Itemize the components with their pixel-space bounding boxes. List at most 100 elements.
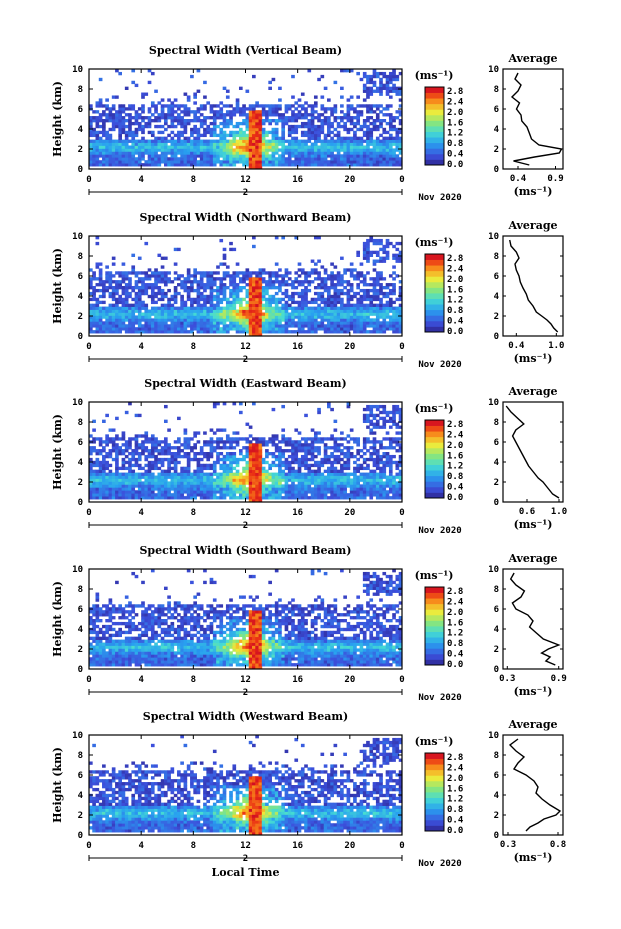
heatmap-cell bbox=[291, 127, 295, 132]
heatmap-cell bbox=[242, 454, 246, 459]
heatmap-cell bbox=[287, 493, 292, 497]
heatmap-cell bbox=[115, 154, 119, 158]
heatmap-cell bbox=[160, 136, 165, 140]
heatmap-cell bbox=[170, 136, 175, 140]
heatmap-cell bbox=[359, 271, 364, 275]
heatmap-cell bbox=[108, 315, 113, 319]
heatmap-cell bbox=[219, 440, 224, 444]
heatmap-cell bbox=[173, 309, 178, 313]
heatmap-cell bbox=[216, 306, 220, 310]
heatmap-cell bbox=[284, 283, 289, 287]
heatmap-cell bbox=[134, 472, 139, 476]
heatmap-cell bbox=[310, 472, 315, 476]
heatmap-cell bbox=[271, 154, 276, 158]
heatmap-cell bbox=[382, 83, 387, 88]
heatmap-cell bbox=[170, 452, 175, 456]
heatmap-cell bbox=[190, 300, 194, 305]
heatmap-cell bbox=[147, 148, 152, 152]
heatmap-cell bbox=[372, 139, 377, 143]
heatmap-cell bbox=[320, 440, 325, 444]
heatmap-cell bbox=[95, 487, 100, 491]
heatmap-cell bbox=[216, 330, 220, 334]
heatmap-cell bbox=[274, 490, 279, 494]
heatmap-cell bbox=[320, 130, 325, 135]
heatmap-cell bbox=[222, 469, 227, 473]
heatmap-cell bbox=[190, 481, 194, 485]
heatmap-cell bbox=[115, 121, 119, 126]
y-axis-label: Height (km) bbox=[51, 414, 64, 490]
heatmap-cell bbox=[245, 136, 250, 140]
heatmap-cell bbox=[271, 487, 276, 491]
heatmap-cell bbox=[268, 478, 272, 482]
heatmap-cell bbox=[193, 484, 197, 488]
heatmap-cell bbox=[255, 274, 259, 278]
heatmap-cell bbox=[111, 327, 116, 331]
heatmap-cell bbox=[291, 110, 295, 114]
heatmap-cell bbox=[173, 288, 178, 293]
heatmap-cell bbox=[274, 306, 279, 310]
heatmap-cell bbox=[317, 139, 321, 143]
heatmap-cell bbox=[382, 136, 387, 140]
heatmap-cell bbox=[362, 283, 367, 287]
heatmap-cell bbox=[258, 283, 263, 287]
heatmap-cell bbox=[340, 318, 344, 322]
heatmap-cell bbox=[245, 163, 250, 167]
heatmap-cell bbox=[225, 434, 230, 438]
heatmap-cell bbox=[287, 487, 292, 491]
heatmap-cell bbox=[124, 324, 129, 328]
heatmap-cell bbox=[268, 463, 272, 468]
heatmap-cell bbox=[323, 303, 328, 307]
heatmap-cell bbox=[294, 428, 299, 432]
heatmap-cell bbox=[144, 487, 149, 491]
heatmap-cell bbox=[173, 469, 178, 473]
heatmap-cell bbox=[278, 478, 282, 482]
heatmap-cell bbox=[261, 487, 266, 491]
heatmap-cell bbox=[180, 306, 184, 310]
heatmap-cell bbox=[95, 452, 100, 456]
heatmap-cell bbox=[193, 277, 197, 281]
heatmap-cell bbox=[369, 86, 374, 90]
heatmap-cell bbox=[134, 300, 139, 305]
heatmap-cell bbox=[154, 487, 158, 491]
heatmap-cell bbox=[115, 306, 119, 310]
heatmap-cell bbox=[219, 484, 224, 488]
heatmap-cell bbox=[137, 286, 142, 290]
heatmap-cell bbox=[141, 443, 145, 447]
heatmap-cell bbox=[150, 133, 155, 138]
heatmap-cell bbox=[98, 306, 103, 310]
heatmap-cell bbox=[372, 268, 377, 272]
heatmap-cell bbox=[238, 481, 243, 485]
heatmap-cell bbox=[382, 145, 387, 149]
heatmap-cell bbox=[105, 142, 109, 146]
heatmap-cell bbox=[193, 443, 197, 447]
avg-y-tick-label: 4 bbox=[494, 292, 500, 302]
heatmap-cell bbox=[333, 324, 338, 328]
heatmap-cell bbox=[183, 148, 188, 152]
heatmap-cell bbox=[235, 472, 240, 476]
heatmap-cell bbox=[144, 315, 149, 319]
heatmap-cell bbox=[199, 493, 204, 497]
heatmap-cell bbox=[265, 330, 269, 334]
heatmap-cell bbox=[95, 484, 100, 488]
heatmap-cell bbox=[167, 309, 171, 313]
heatmap-cell bbox=[284, 157, 289, 161]
heatmap-cell bbox=[313, 271, 318, 275]
heatmap-cell bbox=[330, 330, 334, 334]
heatmap-cell bbox=[157, 154, 162, 158]
heatmap-cell bbox=[199, 139, 204, 143]
heatmap-cell bbox=[183, 145, 188, 149]
heatmap-cell bbox=[291, 440, 295, 444]
heatmap-cell bbox=[274, 107, 279, 111]
heatmap-cell bbox=[163, 274, 168, 278]
heatmap-cell bbox=[261, 139, 266, 143]
y-tick-label: 10 bbox=[72, 65, 83, 75]
heatmap-cell bbox=[225, 160, 230, 164]
avg-x-tick-label: 0.4 bbox=[508, 341, 525, 351]
heatmap-cell bbox=[121, 291, 126, 296]
heatmap-cell bbox=[385, 309, 390, 313]
heatmap-cell bbox=[183, 306, 188, 310]
heatmap-cell bbox=[248, 466, 253, 471]
heatmap-cell bbox=[229, 104, 233, 108]
heatmap-cell bbox=[317, 259, 321, 263]
heatmap-cell bbox=[141, 124, 145, 129]
